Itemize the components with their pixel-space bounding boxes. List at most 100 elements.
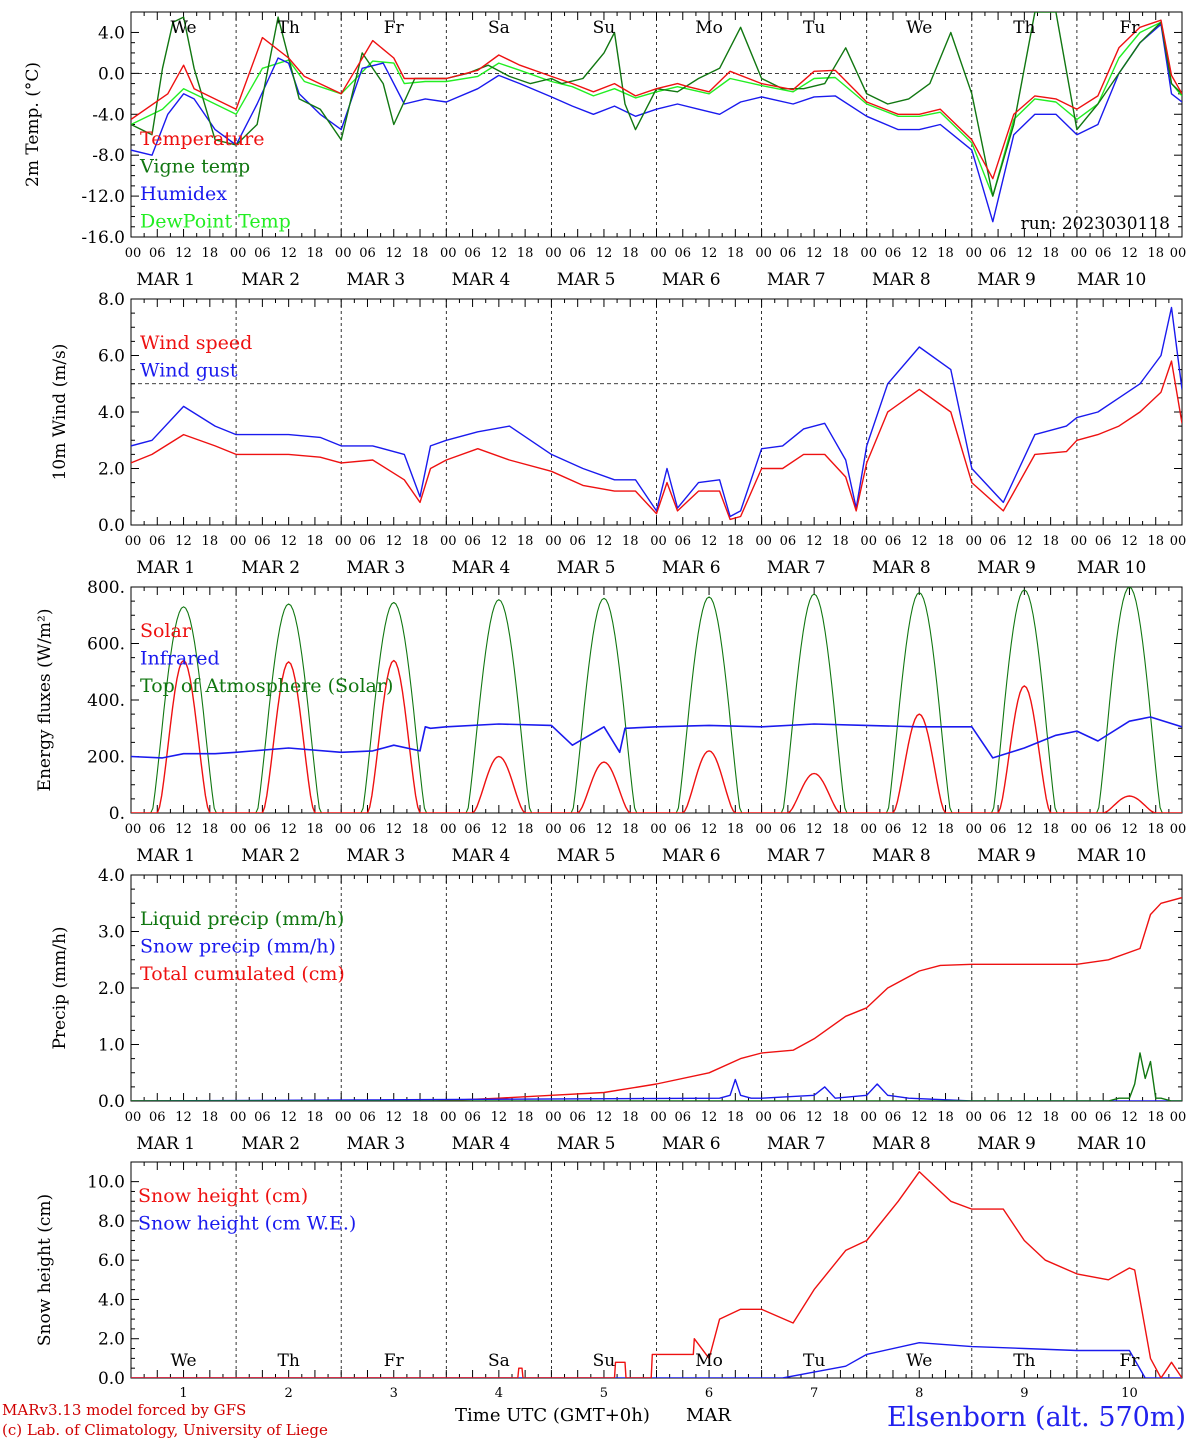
hour-tick-label: 12	[175, 246, 192, 261]
y-axis-label: Precip (mm/h)	[50, 926, 70, 1049]
hour-tick-label: 00	[860, 822, 877, 837]
series-snow-precip-mm-h-	[131, 1078, 1182, 1101]
hour-tick-label: 18	[1147, 246, 1164, 261]
hour-tick-label: 12	[1121, 534, 1138, 549]
series-humidex	[131, 23, 1182, 223]
weekday-label-top: Fr	[384, 18, 405, 38]
hour-tick-label: 12	[701, 246, 718, 261]
hour-tick-label: 12	[806, 1110, 823, 1125]
hour-tick-label: 00	[966, 534, 983, 549]
day-tick-label: MAR 10	[1077, 270, 1147, 290]
day-number-label: 1	[179, 1386, 187, 1401]
hour-tick-label: 06	[990, 534, 1007, 549]
series-group	[131, 896, 1182, 1101]
weekday-label-bottom: We	[170, 1351, 196, 1371]
day-tick-label: MAR 5	[557, 1134, 616, 1154]
hour-tick-label: 06	[464, 822, 481, 837]
hour-tick-label: 00	[125, 822, 142, 837]
hour-tick-label: 00	[755, 534, 772, 549]
hour-tick-label: 12	[1121, 1110, 1138, 1125]
hour-tick-label: 06	[1095, 534, 1112, 549]
weekday-label-bottom: Tu	[803, 1351, 825, 1371]
hour-tick-label: 06	[254, 822, 271, 837]
hour-tick-label: 06	[359, 822, 376, 837]
credits: MARv3.13 model forced by GFS (c) Lab. of…	[2, 1400, 328, 1440]
series-group	[131, 1171, 1182, 1378]
hour-tick-label: 12	[911, 246, 928, 261]
series-liquid-precip-mm-h-	[131, 1052, 1182, 1101]
hour-tick-label: 12	[385, 534, 402, 549]
hour-tick-label: 06	[780, 246, 797, 261]
day-number-label: 10	[1121, 1386, 1138, 1401]
day-number-label: 4	[495, 1386, 503, 1401]
hour-tick-label: 18	[1147, 1110, 1164, 1125]
hour-tick-label: 18	[1147, 534, 1164, 549]
day-tick-label: MAR 10	[1077, 558, 1147, 578]
hour-tick-label: 06	[149, 822, 166, 837]
hour-tick-label: 18	[622, 822, 639, 837]
hour-tick-label: 00	[966, 822, 983, 837]
day-tick-label: MAR 7	[767, 558, 826, 578]
hour-tick-label: 12	[596, 246, 613, 261]
hour-tick-label: 18	[202, 246, 219, 261]
hour-tick-label: 18	[202, 1110, 219, 1125]
hour-tick-label: 12	[280, 822, 297, 837]
day-number-label: 7	[810, 1386, 818, 1401]
weekday-label-top: We	[170, 18, 196, 38]
day-tick-label: MAR 8	[872, 270, 931, 290]
hour-tick-label: 18	[727, 1110, 744, 1125]
day-tick-label: MAR 5	[557, 270, 616, 290]
legend-snow-height-cm-w-e-: Snow height (cm W.E.)	[138, 1213, 356, 1235]
y-tick-label: 200.	[87, 748, 125, 768]
series-dewpoint-temp	[131, 21, 1182, 197]
hour-tick-label: 18	[1042, 822, 1059, 837]
hour-tick-label: 18	[307, 1110, 324, 1125]
legend-vigne-temp: Vigne temp	[139, 156, 250, 178]
hour-tick-label: 18	[727, 534, 744, 549]
y-tick-label: 0.0	[98, 1092, 125, 1112]
run-label: run: 2023030118	[1021, 214, 1170, 234]
series-solar	[131, 659, 1182, 813]
weekday-label-top: Mo	[695, 18, 723, 38]
hour-tick-label: 06	[885, 246, 902, 261]
hour-tick-label: 00	[335, 1110, 352, 1125]
y-tick-label: 0.0	[98, 516, 125, 536]
series-infrared	[131, 716, 1182, 759]
day-tick-label: MAR 10	[1077, 846, 1147, 866]
hour-tick-label: 00	[1071, 822, 1088, 837]
weekday-label-bottom: Su	[593, 1351, 616, 1371]
hour-tick-label: 00	[230, 534, 247, 549]
y-tick-label: 4.0	[98, 866, 125, 886]
hour-tick-label: 12	[1016, 534, 1033, 549]
hour-tick-label: 06	[569, 822, 586, 837]
hour-tick-label: 12	[1121, 822, 1138, 837]
hour-tick-label: 18	[937, 534, 954, 549]
hour-tick-label: 18	[412, 534, 429, 549]
weekday-label-bottom: Mo	[695, 1351, 723, 1371]
hour-tick-label: 00	[650, 822, 667, 837]
hour-tick-label: 06	[254, 1110, 271, 1125]
hour-tick-label: 00	[1170, 1110, 1187, 1125]
hour-tick-label: 06	[1095, 822, 1112, 837]
y-tick-label: -12.0	[81, 187, 125, 207]
hour-tick-label: 06	[1095, 246, 1112, 261]
y-axis-label: 10m Wind (m/s)	[50, 344, 70, 481]
y-tick-label: -16.0	[81, 228, 125, 248]
hour-tick-label: 00	[755, 822, 772, 837]
hour-tick-label: 00	[650, 1110, 667, 1125]
hour-tick-label: 12	[911, 1110, 928, 1125]
hour-tick-label: 12	[385, 1110, 402, 1125]
day-tick-label: MAR 6	[662, 1134, 721, 1154]
hour-tick-label: 00	[650, 534, 667, 549]
day-tick-label: MAR 6	[662, 270, 721, 290]
y-tick-label: 1.0	[98, 1036, 125, 1056]
hour-tick-label: 06	[885, 822, 902, 837]
hour-tick-label: 18	[412, 822, 429, 837]
y-tick-label: 600.	[87, 635, 125, 655]
y-axis-label: 2m Temp. (°C)	[23, 62, 43, 187]
y-tick-label: -8.0	[92, 146, 125, 166]
hour-tick-label: 06	[464, 246, 481, 261]
y-axis-label: Energy fluxes (W/m²)	[35, 609, 55, 792]
hour-tick-label: 18	[622, 1110, 639, 1125]
